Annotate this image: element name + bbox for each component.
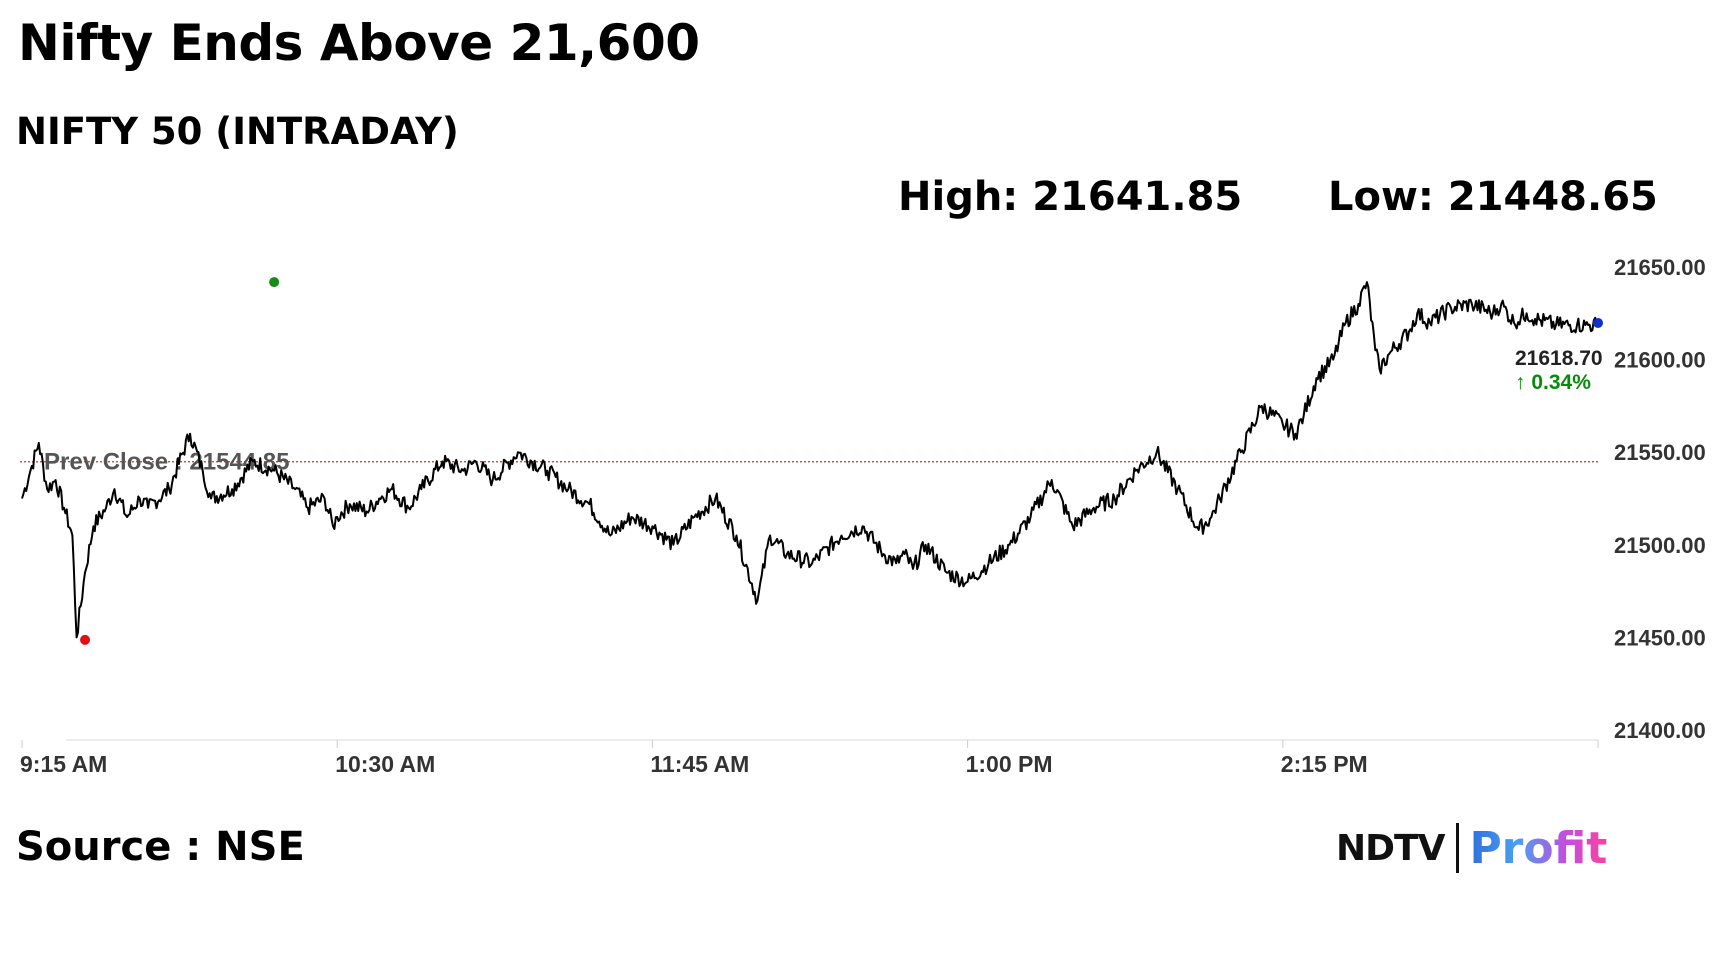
prev-close-label: Prev Close : 21544.85: [44, 449, 290, 476]
day-high: High: 21641.85: [898, 174, 1243, 220]
y-tick-label: 21650.00: [1614, 255, 1706, 280]
price-line: [21, 281, 1599, 639]
last-price-marker: [1593, 317, 1603, 328]
last-price-label: 21618.70: [1515, 347, 1603, 370]
x-tick-label: 2:15 PM: [1281, 751, 1368, 777]
y-tick-label: 21550.00: [1614, 440, 1706, 465]
source-label: Source : NSE: [16, 824, 305, 870]
change-percent-label: ↑ 0.34%: [1515, 371, 1591, 394]
day-low-marker: [80, 634, 91, 645]
x-tick-label: 10:30 AM: [335, 751, 435, 777]
y-tick-label: 21500.00: [1614, 533, 1706, 558]
brand-ndtv: NDTV: [1336, 827, 1445, 869]
day-high-marker: [269, 277, 280, 288]
intraday-line-chart: 9:15 AM 10:30 AM 11:45 AM 1:00 PM 2:15 PM 216…: [20, 255, 1706, 777]
y-tick-label: 21600.00: [1614, 348, 1706, 373]
brand-profit: Profit: [1469, 822, 1608, 874]
brand-divider: [1456, 823, 1460, 873]
day-low: Low: 21448.65: [1328, 174, 1658, 220]
x-tick-label: 9:15 AM: [20, 751, 107, 777]
y-tick-label: 21400.00: [1614, 718, 1706, 743]
ndtv-profit-logo: NDTV Profit: [1336, 818, 1607, 878]
y-tick-label: 21450.00: [1614, 625, 1706, 650]
headline: Nifty Ends Above 21,600: [18, 14, 700, 72]
x-tick-label: 1:00 PM: [966, 751, 1053, 777]
x-tick-label: 11:45 AM: [650, 751, 749, 777]
chart-subtitle: NIFTY 50 (INTRADAY): [16, 110, 459, 153]
